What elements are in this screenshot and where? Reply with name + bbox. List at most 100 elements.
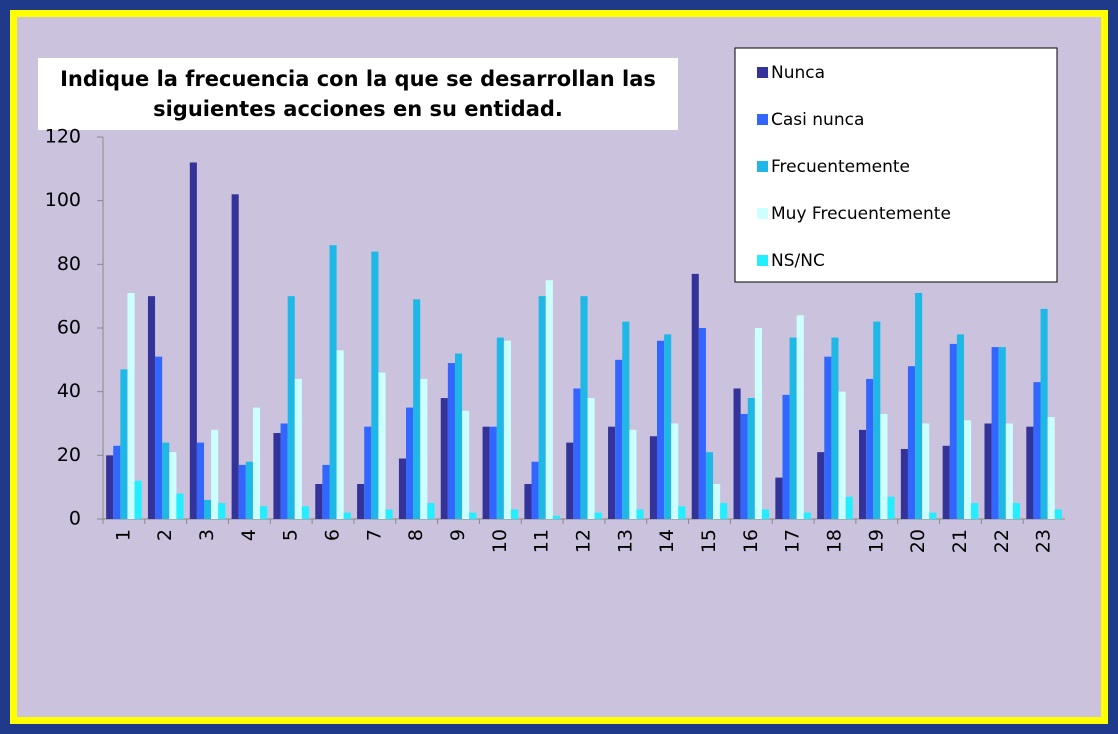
bar	[649, 436, 657, 519]
legend-swatch	[757, 161, 768, 172]
bar	[231, 194, 239, 520]
bar	[566, 442, 574, 519]
bar	[720, 503, 728, 519]
bar	[608, 426, 616, 519]
legend-swatch	[757, 67, 768, 78]
bar	[587, 398, 595, 519]
bar	[845, 496, 853, 519]
bar	[782, 394, 790, 519]
bar	[991, 347, 999, 519]
bar	[385, 509, 393, 519]
bar	[671, 423, 679, 519]
x-tick-label: 7	[363, 529, 385, 541]
bar	[245, 461, 253, 519]
bar	[698, 328, 706, 519]
x-tick-label: 15	[698, 529, 720, 553]
bar	[824, 356, 832, 519]
bar	[378, 372, 386, 519]
x-tick-label: 21	[949, 529, 971, 553]
bar	[949, 343, 957, 519]
x-tick-label: 9	[447, 529, 469, 541]
bar	[364, 426, 372, 519]
bar	[615, 359, 623, 519]
bar	[922, 423, 930, 519]
bar	[740, 413, 748, 519]
bar	[420, 378, 428, 519]
title-box	[38, 58, 678, 130]
bar	[971, 503, 979, 519]
bar	[942, 445, 950, 519]
x-tick-label: 18	[823, 529, 845, 553]
bar	[580, 296, 588, 519]
y-tick-label: 60	[57, 317, 81, 339]
bar	[691, 273, 699, 519]
x-tick-label: 16	[740, 529, 762, 553]
bar	[511, 509, 519, 519]
bar	[636, 509, 644, 519]
legend-swatch	[757, 255, 768, 266]
x-tick-label: 8	[405, 529, 427, 541]
bar	[106, 455, 114, 519]
x-tick-label: 10	[489, 529, 511, 553]
bar	[838, 391, 846, 519]
x-tick-label: 19	[865, 529, 887, 553]
bar	[287, 296, 295, 519]
bar	[880, 413, 888, 519]
bar	[545, 280, 553, 519]
bar	[573, 388, 581, 519]
bar	[371, 251, 379, 519]
bar	[733, 388, 741, 519]
bar	[238, 464, 246, 519]
bar	[447, 363, 455, 519]
bar	[204, 499, 212, 519]
x-tick-label: 22	[991, 529, 1013, 553]
bar	[900, 448, 908, 519]
bar	[454, 353, 463, 519]
bar	[301, 506, 309, 519]
bar	[496, 337, 504, 519]
bar	[322, 464, 330, 519]
y-tick-label: 40	[57, 380, 81, 402]
x-tick-label: 11	[531, 529, 553, 553]
bar	[489, 426, 497, 519]
bar	[873, 321, 881, 519]
legend-label: NS/NC	[771, 251, 825, 271]
bar	[127, 292, 135, 519]
bar	[831, 337, 839, 519]
bar	[398, 458, 407, 519]
y-tick-label: 100	[45, 189, 81, 211]
bar	[789, 337, 797, 519]
bar	[427, 503, 435, 519]
bar	[462, 410, 470, 519]
bar	[656, 340, 665, 519]
bar	[315, 483, 323, 519]
x-tick-label: 23	[1033, 529, 1055, 553]
bar	[664, 334, 672, 519]
x-tick-label: 4	[238, 529, 260, 541]
x-tick-label: 12	[573, 529, 595, 553]
bar	[1054, 509, 1062, 519]
bar	[629, 429, 637, 519]
bar	[998, 347, 1006, 519]
bar	[336, 350, 344, 519]
bar	[1012, 503, 1021, 519]
x-tick-label: 20	[907, 529, 929, 553]
bar	[162, 442, 170, 519]
bar	[754, 328, 762, 519]
bar	[705, 452, 714, 519]
bar	[796, 315, 804, 519]
bar	[211, 429, 219, 519]
bar	[956, 334, 964, 519]
bar	[440, 398, 448, 519]
bar	[260, 506, 268, 519]
bar	[357, 483, 365, 519]
bar	[803, 512, 811, 519]
bar	[469, 512, 477, 519]
bar	[915, 292, 923, 519]
bar	[678, 506, 686, 519]
bar	[984, 423, 992, 519]
bar	[1040, 308, 1048, 519]
bar	[747, 398, 755, 519]
bar	[761, 509, 770, 519]
legend-label: Muy Frecuentemente	[771, 204, 951, 224]
